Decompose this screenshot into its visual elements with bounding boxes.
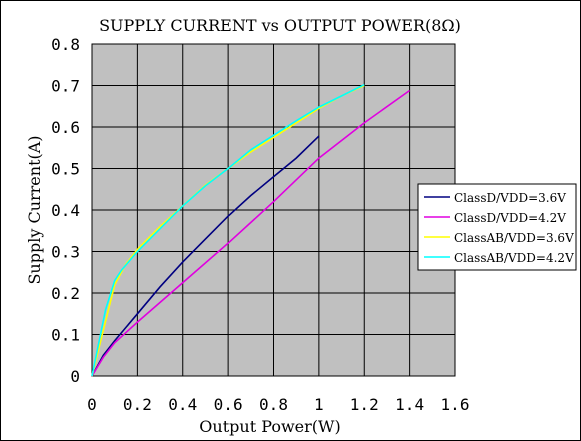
y-tick-label: 0 xyxy=(70,367,80,386)
grid-lines xyxy=(92,44,455,376)
series-line xyxy=(91,135,320,377)
legend-entry: ClassAB/VDD=4.2V xyxy=(454,251,574,265)
x-tick-label: 0.2 xyxy=(123,395,152,414)
x-axis-ticks: 0 0.2 0.4 0.6 0.8 1 1.2 1.4 1.6 xyxy=(87,395,469,414)
legend-entry: ClassD/VDD=3.6V xyxy=(454,191,566,205)
x-tick-label: 1.4 xyxy=(395,395,424,414)
y-tick-label: 0.1 xyxy=(51,326,80,345)
y-tick-label: 0.3 xyxy=(51,243,80,262)
x-axis-label: Output Power(W) xyxy=(199,417,340,436)
y-axis-ticks: 0 0.1 0.2 0.3 0.4 0.5 0.6 0.7 0.8 xyxy=(51,35,80,386)
legend-box xyxy=(417,183,577,271)
legend: ClassD/VDD=3.6V ClassD/VDD=4.2V ClassAB/VD… xyxy=(417,183,577,271)
legend-entry: ClassAB/VDD=3.6V xyxy=(454,231,574,245)
y-tick-label: 0.8 xyxy=(51,35,80,54)
x-tick-label: 0.4 xyxy=(168,395,197,414)
x-tick-label: 1.2 xyxy=(350,395,379,414)
x-tick-label: 0 xyxy=(87,395,97,414)
y-tick-label: 0.4 xyxy=(51,201,80,220)
x-tick-label: 1.6 xyxy=(441,395,470,414)
series-line xyxy=(91,89,411,377)
legend-entry: ClassD/VDD=4.2V xyxy=(454,211,566,225)
series-layer xyxy=(91,83,411,377)
y-tick-label: 0.7 xyxy=(51,77,80,96)
chart-title: SUPPLY CURRENT vs OUTPUT POWER(8Ω) xyxy=(99,16,461,35)
y-tick-label: 0.5 xyxy=(51,160,80,179)
y-tick-label: 0.6 xyxy=(51,118,80,137)
series-line xyxy=(91,83,365,377)
x-tick-label: 0.6 xyxy=(214,395,243,414)
y-tick-label: 0.2 xyxy=(51,284,80,303)
x-tick-label: 0.8 xyxy=(259,395,288,414)
x-tick-label: 1 xyxy=(314,395,324,414)
y-axis-label: Supply Current(A) xyxy=(25,135,44,284)
